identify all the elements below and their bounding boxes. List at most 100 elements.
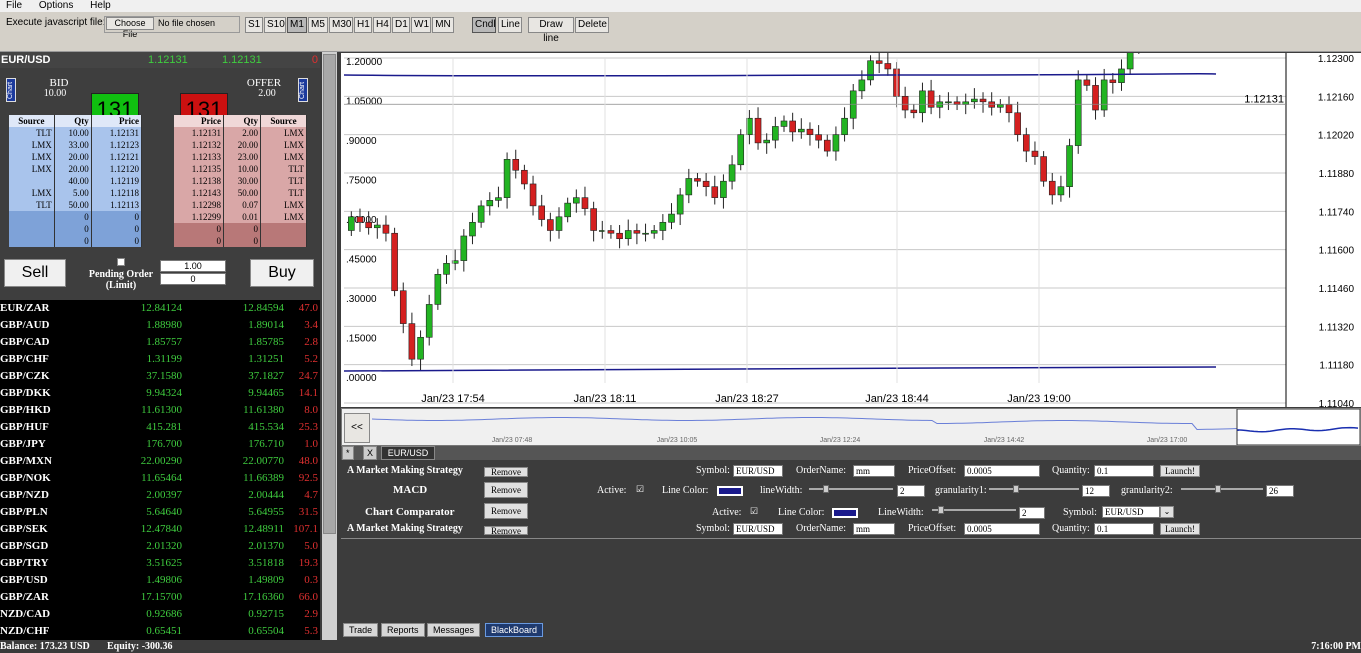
s2-linewidth-input[interactable]: 2	[897, 485, 925, 497]
tab-eurusd[interactable]: EUR/USD	[381, 446, 435, 460]
pair-row[interactable]: GBP/HUF 415.281 415.534 25.3	[0, 419, 320, 436]
pair-row[interactable]: GBP/USD 1.49806 1.49809 0.3	[0, 572, 320, 589]
s4-priceoffset-input[interactable]: 0.0005	[964, 523, 1040, 535]
pair-row[interactable]: GBP/PLN 5.64640 5.64955 31.5	[0, 504, 320, 521]
offer-book-row[interactable]: 1.12132 20.00 LMX	[174, 139, 307, 151]
s3-active-checkbox[interactable]: ☑	[750, 506, 759, 516]
navigator-back-button[interactable]: <<	[344, 413, 370, 443]
new-tab-button[interactable]: *	[342, 446, 354, 460]
timeframe-w1-button[interactable]: W1	[411, 17, 431, 33]
s3-linewidth-input[interactable]: 2	[1019, 507, 1045, 519]
tab-blackboard[interactable]: BlackBoard	[485, 623, 544, 637]
pair-row[interactable]: EUR/ZAR 12.84124 12.84594 47.0	[0, 300, 320, 317]
pair-row[interactable]: GBP/NZD 2.00397 2.00444 4.7	[0, 487, 320, 504]
offer-chart-button[interactable]: Chart	[298, 78, 308, 102]
offer-book-row[interactable]: 1.12133 23.00 LMX	[174, 151, 307, 163]
offer-book-row[interactable]: 1.12298 0.07 LMX	[174, 199, 307, 211]
s1-symbol-input[interactable]: EUR/USD	[733, 465, 783, 477]
strategy1-remove[interactable]: Remove	[484, 467, 528, 477]
scrollbar-thumb[interactable]	[323, 54, 336, 534]
time-navigator[interactable]: << Jan/23 07:48 Jan/23 10:05 Jan/23 12:24 J…	[341, 408, 1361, 446]
s2-active-checkbox[interactable]: ☑	[636, 484, 645, 494]
bid-chart-button[interactable]: Chart	[6, 78, 16, 102]
s3-linecolor-swatch[interactable]	[832, 508, 858, 518]
s2-linewidth-slider[interactable]	[809, 485, 893, 493]
pair-row[interactable]: GBP/CHF 1.31199 1.31251 5.2	[0, 351, 320, 368]
price-input[interactable]: 0	[160, 273, 226, 285]
bid-book-row[interactable]: LMX 33.00 1.12123	[9, 139, 143, 151]
timeframe-m30-button[interactable]: M30	[329, 17, 353, 33]
menu-help[interactable]: Help	[90, 0, 111, 11]
s4-symbol-input[interactable]: EUR/USD	[733, 523, 783, 535]
timeframe-m5-button[interactable]: M5	[308, 17, 328, 33]
s1-launch-button[interactable]: Launch!	[1160, 465, 1200, 477]
line-button[interactable]: Line	[498, 17, 522, 33]
pending-order-checkbox[interactable]	[117, 258, 125, 266]
s2-gran2-input[interactable]: 26	[1266, 485, 1294, 497]
buy-button[interactable]: Buy	[250, 259, 314, 287]
navigator-canvas[interactable]: Jan/23 07:48 Jan/23 10:05 Jan/23 12:24 Jan/…	[372, 409, 1360, 445]
menu-options[interactable]: Options	[38, 0, 74, 11]
s2-linecolor-swatch[interactable]	[717, 486, 743, 496]
strategy2-remove[interactable]: Remove	[484, 482, 528, 498]
menu-file[interactable]: File	[6, 0, 23, 11]
pair-row[interactable]: NZD/CAD 0.92686 0.92715 2.9	[0, 606, 320, 623]
close-tab-button[interactable]: X	[363, 446, 378, 460]
pair-row[interactable]: GBP/CAD 1.85757 1.85785 2.8	[0, 334, 320, 351]
draw-line-button[interactable]: Draw line	[528, 17, 574, 44]
delete-button[interactable]: Delete	[575, 17, 609, 33]
s1-priceoffset-input[interactable]: 0.0005	[964, 465, 1040, 477]
qty-input[interactable]: 1.00	[160, 260, 226, 272]
bid-book-row[interactable]: LMX 5.00 1.12118	[9, 187, 143, 199]
pair-row[interactable]: GBP/SEK 12.47840 12.48911 107.1	[0, 521, 320, 538]
choose-file-button[interactable]: Choose File	[106, 17, 154, 39]
bid-book-row[interactable]: TLT 50.00 1.12113	[9, 199, 143, 211]
s3-linewidth-slider[interactable]	[932, 506, 1016, 514]
candle-button[interactable]: Cndl	[472, 17, 496, 33]
bid-book-row[interactable]: TLT 10.00 1.12131	[9, 127, 143, 139]
pair-row[interactable]: GBP/SGD 2.01320 2.01370 5.0	[0, 538, 320, 555]
timeframe-mn-button[interactable]: MN	[432, 17, 454, 33]
bid-book-row[interactable]: LMX 20.00 1.12121	[9, 151, 143, 163]
s4-quantity-input[interactable]: 0.1	[1094, 523, 1154, 535]
s4-launch-button[interactable]: Launch!	[1160, 523, 1200, 535]
strategy3-remove[interactable]: Remove	[484, 503, 528, 519]
pair-row[interactable]: GBP/TRY 3.51625 3.51818 19.3	[0, 555, 320, 572]
timeframe-h4-button[interactable]: H4	[373, 17, 391, 33]
pair-row[interactable]: GBP/HKD 11.61300 11.61380 8.0	[0, 402, 320, 419]
pair-row[interactable]: GBP/ZAR 17.15700 17.16360 66.0	[0, 589, 320, 606]
s3-symbol-dropdown-icon[interactable]: ⌄	[1160, 506, 1174, 518]
offer-book-row[interactable]: 1.12131 2.00 LMX	[174, 127, 307, 139]
s1-quantity-input[interactable]: 0.1	[1094, 465, 1154, 477]
timeframe-d1-button[interactable]: D1	[392, 17, 410, 33]
s2-gran2-slider[interactable]	[1181, 485, 1263, 493]
left-scrollbar[interactable]	[322, 52, 337, 640]
s1-ordername-input[interactable]: mm	[853, 465, 895, 477]
s2-gran1-input[interactable]: 12	[1082, 485, 1110, 497]
offer-book-row[interactable]: 1.12143 50.00 TLT	[174, 187, 307, 199]
strategy4-remove[interactable]: Remove	[484, 526, 528, 535]
timeframe-s10-button[interactable]: S10	[264, 17, 286, 33]
timeframe-m1-button[interactable]: M1	[287, 17, 307, 33]
s2-gran1-slider[interactable]	[989, 485, 1079, 493]
bid-book-row[interactable]: 40.00 1.12119	[9, 175, 143, 187]
sell-button[interactable]: Sell	[4, 259, 66, 287]
pair-row[interactable]: GBP/CZK 37.1580 37.1827 24.7	[0, 368, 320, 385]
pair-row[interactable]: NZD/CHF 0.65451 0.65504 5.3	[0, 623, 320, 640]
tab-trade[interactable]: Trade	[343, 623, 379, 637]
offer-book-row[interactable]: 1.12135 10.00 TLT	[174, 163, 307, 175]
s4-ordername-input[interactable]: mm	[853, 523, 895, 535]
file-input-frame[interactable]	[104, 16, 240, 33]
chart-canvas[interactable]: 1.12300 1.12160 1.12020 1.11880 1.11740 1.116…	[341, 0, 1361, 410]
bid-book-row[interactable]: LMX 20.00 1.12120	[9, 163, 143, 175]
timeframe-h1-button[interactable]: H1	[354, 17, 372, 33]
offer-book-row[interactable]: 1.12138 30.00 TLT	[174, 175, 307, 187]
offer-book-row[interactable]: 1.12299 0.01 LMX	[174, 211, 307, 223]
s3-symbol-select[interactable]: EUR/USD	[1102, 506, 1160, 518]
price-chart[interactable]: 1.12300 1.12160 1.12020 1.11880 1.11740 1.116…	[341, 0, 1361, 410]
timeframe-s1-button[interactable]: S1	[245, 17, 263, 33]
